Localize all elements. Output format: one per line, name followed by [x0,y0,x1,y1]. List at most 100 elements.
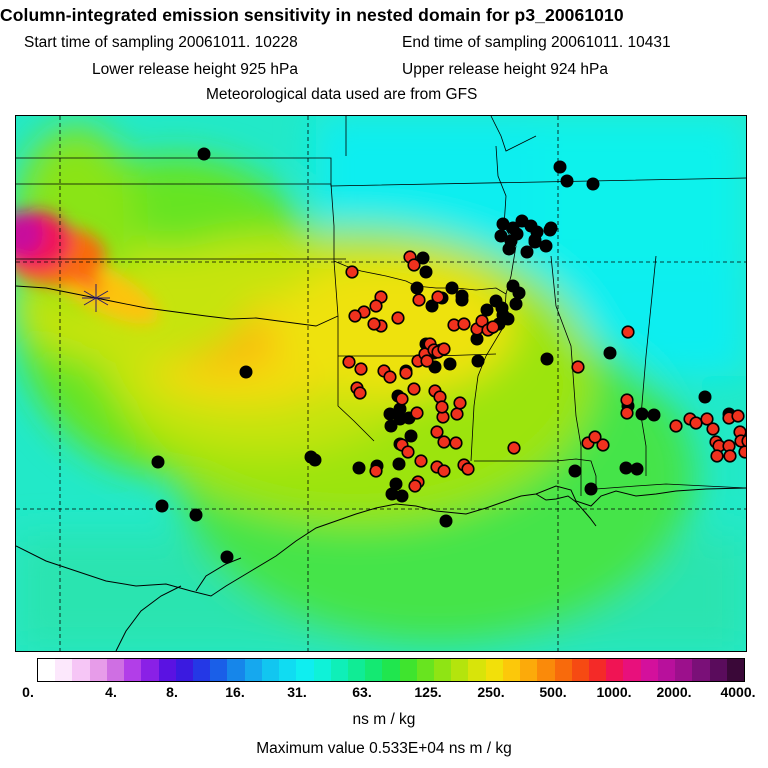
site-marker-black [220,550,234,564]
colorbar-tick-label: 2000. [656,684,692,700]
colorbar-tick-label: 4. [105,684,117,700]
site-marker-red [669,419,683,433]
colorbar-segment [279,659,297,681]
site-marker-black [539,239,553,253]
colorbar-segment [141,659,159,681]
colorbar [37,658,745,682]
site-marker-black [384,419,398,433]
site-marker-black [189,508,203,522]
site-marker-red [431,290,445,304]
site-marker-black [455,293,469,307]
site-marker-black [619,461,633,475]
site-marker-red [401,445,415,459]
colorbar-segment [210,659,228,681]
colorbar-segment [468,659,486,681]
site-marker-black [647,408,661,422]
site-marker-red [414,454,428,468]
colorbar-segment [451,659,469,681]
site-marker-red [399,366,413,380]
site-marker-black [520,245,534,259]
site-marker-black [395,489,409,503]
site-marker-red [420,354,434,368]
site-marker-black [528,233,542,247]
site-marker-red [395,392,409,406]
site-marker-red [621,325,635,339]
site-marker-black [510,227,524,241]
colorbar-segment [554,659,572,681]
site-marker-red [391,311,405,325]
site-marker-black [502,242,516,256]
colorbar-tick-label: 63. [352,684,372,700]
state-boundaries [16,116,746,496]
colorbar-segment [657,659,676,681]
colorbar-segment [261,659,280,681]
colorbar-segment [330,659,348,681]
colorbar-tick-label: 1000. [596,684,632,700]
site-marker-red [710,449,724,463]
site-marker-red [453,396,467,410]
upper-release-height-label: Upper release height 924 hPa [402,61,608,78]
site-marker-red [367,317,381,331]
site-marker-black [383,407,397,421]
site-marker-black [480,303,494,317]
site-marker-red [461,462,475,476]
colorbar-segment [313,659,331,681]
colorbar-segment [244,659,262,681]
colorbar-segment [589,659,607,681]
colorbar-tick-label: 125. [414,684,442,700]
colorbar-segment [382,659,400,681]
colorbar-segment [675,659,693,681]
colorbar-tick-labels: 0. 4. 8. 16. 31. 63. 125. 250. 500. 1000. 2000. 400… [0,684,768,704]
start-time-label: Start time of sampling 20061011. 10228 [24,34,298,51]
colorbar-segment [692,659,710,681]
site-marker-black [506,279,520,293]
lower-release-height-label: Lower release height 925 hPa [92,61,298,78]
site-marker-black [155,499,169,513]
meteorological-data-label: Meteorological data used are from GFS [206,86,478,103]
site-marker-red [700,412,714,426]
site-marker-red [738,445,746,459]
colorbar-segment [606,659,624,681]
colorbar-units: ns m / kg [352,711,416,728]
colorbar-segment [571,659,589,681]
site-marker-black [496,217,510,231]
colorbar-tick-label: 500. [539,684,567,700]
site-marker-black [635,407,649,421]
site-marker-black [393,402,407,416]
colorbar-segment [89,659,107,681]
site-marker-red [731,409,745,423]
site-marker-red [407,382,421,396]
colorbar-tick-label: 0. [22,684,34,700]
site-marker-black [471,354,485,368]
site-marker-black [239,365,253,379]
site-marker-black [470,332,484,346]
site-marker-red [620,406,634,420]
observation-sites [151,147,746,564]
colorbar-segment [485,659,503,681]
site-marker-red [348,309,362,323]
site-marker-black [404,429,418,443]
site-marker-red [437,342,451,356]
site-marker-red [383,370,397,384]
site-marker-red [369,464,383,478]
site-marker-red [486,320,500,334]
site-marker-red [412,293,426,307]
site-marker-black [416,251,430,265]
site-marker-red [407,258,421,272]
graticule [16,116,746,651]
colorbar-segment [38,659,56,681]
plot-title: Column-integrated emission sensitivity i… [0,5,624,25]
colorbar-segment [520,659,538,681]
site-marker-black [584,482,598,496]
site-marker-black [560,174,574,188]
site-marker-black [603,346,617,360]
colorbar-segment [124,659,142,681]
end-time-label: End time of sampling 20061011. 10431 [402,34,671,51]
colorbar-segment [72,659,90,681]
site-marker-red [437,435,451,449]
colorbar-segment [640,659,658,681]
site-marker-black [385,487,399,501]
site-marker-red [435,400,449,414]
site-marker-red [369,299,383,313]
site-marker-red [437,464,451,478]
